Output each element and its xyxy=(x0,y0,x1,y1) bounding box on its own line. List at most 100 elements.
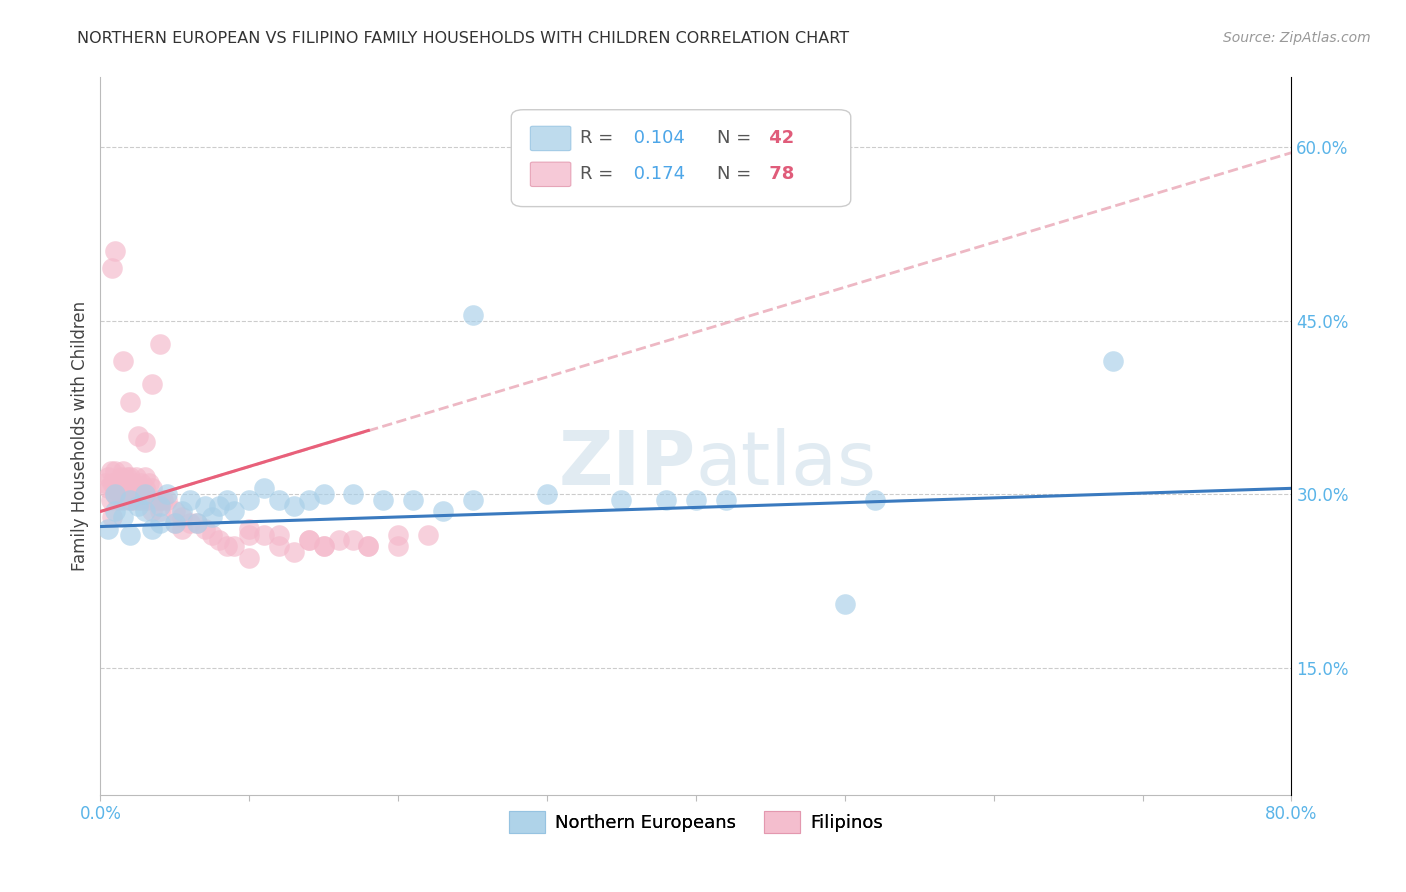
Point xyxy=(97,481,120,495)
Point xyxy=(432,504,454,518)
Point xyxy=(134,481,156,495)
Point xyxy=(122,475,145,490)
Text: 78: 78 xyxy=(762,165,794,184)
Point xyxy=(134,504,156,518)
Point xyxy=(610,492,633,507)
Point xyxy=(141,504,163,518)
Point xyxy=(253,527,276,541)
Point xyxy=(141,522,163,536)
Point xyxy=(224,539,246,553)
Point xyxy=(283,499,305,513)
Point xyxy=(1101,354,1123,368)
Point xyxy=(127,429,149,443)
Point xyxy=(134,487,156,501)
Point xyxy=(402,492,425,507)
FancyBboxPatch shape xyxy=(512,110,851,207)
Point xyxy=(208,499,231,513)
Text: R =: R = xyxy=(581,129,613,147)
Text: atlas: atlas xyxy=(696,428,877,501)
Point xyxy=(149,499,172,513)
Point xyxy=(111,354,134,368)
Point xyxy=(134,435,156,450)
Point xyxy=(110,469,132,483)
Point xyxy=(97,469,120,483)
Point xyxy=(125,469,148,483)
Point xyxy=(238,527,260,541)
Point xyxy=(215,539,238,553)
Point xyxy=(357,539,380,553)
Point xyxy=(134,469,156,483)
Point xyxy=(298,533,321,548)
Point xyxy=(179,516,201,530)
Point xyxy=(149,516,172,530)
Point xyxy=(104,481,127,495)
Point xyxy=(186,516,208,530)
Point xyxy=(201,527,224,541)
Point xyxy=(298,492,321,507)
Point xyxy=(416,527,439,541)
Point xyxy=(104,487,127,501)
Point xyxy=(461,308,484,322)
Point xyxy=(122,492,145,507)
Point xyxy=(267,527,290,541)
Point xyxy=(134,492,156,507)
Point xyxy=(127,499,149,513)
Point xyxy=(179,492,201,507)
Point xyxy=(149,492,172,507)
Point xyxy=(156,492,179,507)
Point xyxy=(156,487,179,501)
Legend: Northern Europeans, Filipinos: Northern Europeans, Filipinos xyxy=(502,804,890,840)
Point xyxy=(267,539,290,553)
Point xyxy=(172,510,194,524)
FancyBboxPatch shape xyxy=(530,162,571,186)
Point xyxy=(312,539,335,553)
Point xyxy=(107,492,129,507)
Point xyxy=(146,492,169,507)
Point xyxy=(342,533,364,548)
Point xyxy=(111,464,134,478)
Point xyxy=(101,261,124,276)
Point xyxy=(115,481,138,495)
Point xyxy=(238,550,260,565)
Point xyxy=(120,469,142,483)
Point xyxy=(107,475,129,490)
Point xyxy=(127,492,149,507)
Point xyxy=(108,487,131,501)
Point xyxy=(208,533,231,548)
Point xyxy=(186,516,208,530)
Point xyxy=(194,499,217,513)
Text: N =: N = xyxy=(717,165,752,184)
Point xyxy=(253,481,276,495)
Text: NORTHERN EUROPEAN VS FILIPINO FAMILY HOUSEHOLDS WITH CHILDREN CORRELATION CHART: NORTHERN EUROPEAN VS FILIPINO FAMILY HOU… xyxy=(77,31,849,46)
Point xyxy=(267,492,290,507)
Point xyxy=(129,492,152,507)
Point xyxy=(312,487,335,501)
Point xyxy=(342,487,364,501)
Point xyxy=(461,492,484,507)
Point xyxy=(111,510,134,524)
Point xyxy=(100,492,122,507)
Point xyxy=(120,481,142,495)
Point xyxy=(172,522,194,536)
Text: N =: N = xyxy=(717,129,752,147)
Point xyxy=(834,597,856,611)
Point xyxy=(163,516,186,530)
Text: 42: 42 xyxy=(762,129,794,147)
Point xyxy=(104,244,127,258)
Point xyxy=(129,475,152,490)
Point xyxy=(536,487,558,501)
Point xyxy=(111,487,134,501)
Point xyxy=(152,492,174,507)
Point xyxy=(138,475,160,490)
Point xyxy=(328,533,350,548)
FancyBboxPatch shape xyxy=(530,127,571,151)
Point xyxy=(136,492,159,507)
Point xyxy=(238,492,260,507)
Point xyxy=(120,492,142,507)
Point xyxy=(714,492,737,507)
Point xyxy=(194,522,217,536)
Point xyxy=(141,481,163,495)
Point xyxy=(163,504,186,518)
Y-axis label: Family Households with Children: Family Households with Children xyxy=(72,301,89,571)
Point xyxy=(215,492,238,507)
